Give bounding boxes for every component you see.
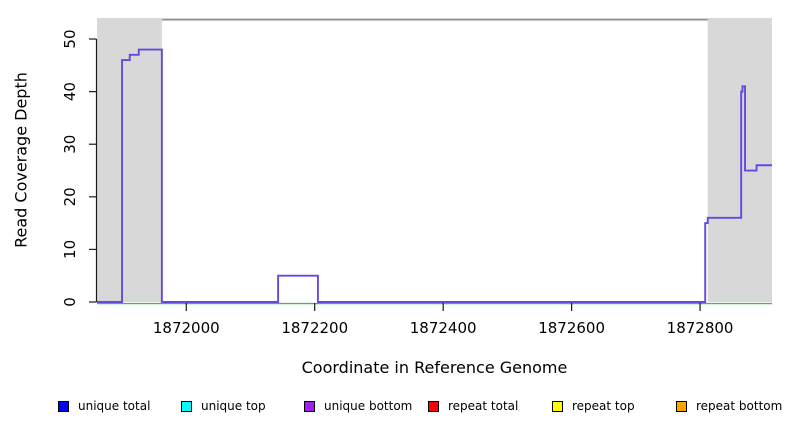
legend-swatch-icon bbox=[58, 400, 69, 412]
legend-swatch-icon bbox=[181, 400, 192, 412]
legend-label: unique bottom bbox=[324, 399, 413, 413]
coverage-step-line bbox=[97, 48, 772, 303]
coverage-plot-canvas: 0 10 20 30 40 50 1872000 1872200 1872400 1872600 1… bbox=[61, 18, 772, 337]
x-tick-label: 1872000 bbox=[153, 319, 220, 337]
legend-item-repeat-bottom: repeat bottom bbox=[676, 397, 782, 415]
legend-swatch-icon bbox=[304, 400, 315, 412]
left-shaded-region bbox=[97, 18, 162, 302]
y-tick-label: 0 bbox=[61, 297, 79, 307]
legend: unique total unique top unique bottom repea… bbox=[0, 397, 792, 417]
y-tick-label: 50 bbox=[61, 29, 79, 48]
legend-item-repeat-top: repeat top bbox=[552, 397, 635, 415]
legend-label: repeat total bbox=[448, 399, 519, 413]
legend-label: repeat bottom bbox=[696, 399, 783, 413]
legend-item-unique-total: unique total bbox=[58, 397, 150, 415]
y-tick-label: 30 bbox=[61, 135, 79, 154]
x-tick-label: 1872200 bbox=[281, 319, 348, 337]
x-tick-label: 1872600 bbox=[538, 319, 605, 337]
x-axis-title: Coordinate in Reference Genome bbox=[301, 358, 568, 377]
legend-item-unique-top: unique top bbox=[181, 397, 266, 415]
legend-label: unique top bbox=[201, 399, 266, 413]
y-tick-label: 10 bbox=[61, 240, 79, 259]
legend-label: repeat top bbox=[572, 399, 635, 413]
legend-swatch-icon bbox=[552, 400, 563, 412]
legend-item-repeat-total: repeat total bbox=[428, 397, 518, 415]
x-tick-label: 1872800 bbox=[667, 319, 734, 337]
right-shaded-region bbox=[707, 18, 772, 302]
legend-swatch-icon bbox=[428, 400, 439, 412]
y-tick-label: 20 bbox=[61, 187, 79, 206]
legend-label: unique total bbox=[78, 399, 151, 413]
y-axis-title: Read Coverage Depth bbox=[11, 72, 31, 248]
legend-item-unique-bottom: unique bottom bbox=[304, 397, 412, 415]
legend-swatch-icon bbox=[676, 400, 687, 412]
y-tick-label: 40 bbox=[61, 82, 79, 101]
x-tick-label: 1872400 bbox=[410, 319, 477, 337]
